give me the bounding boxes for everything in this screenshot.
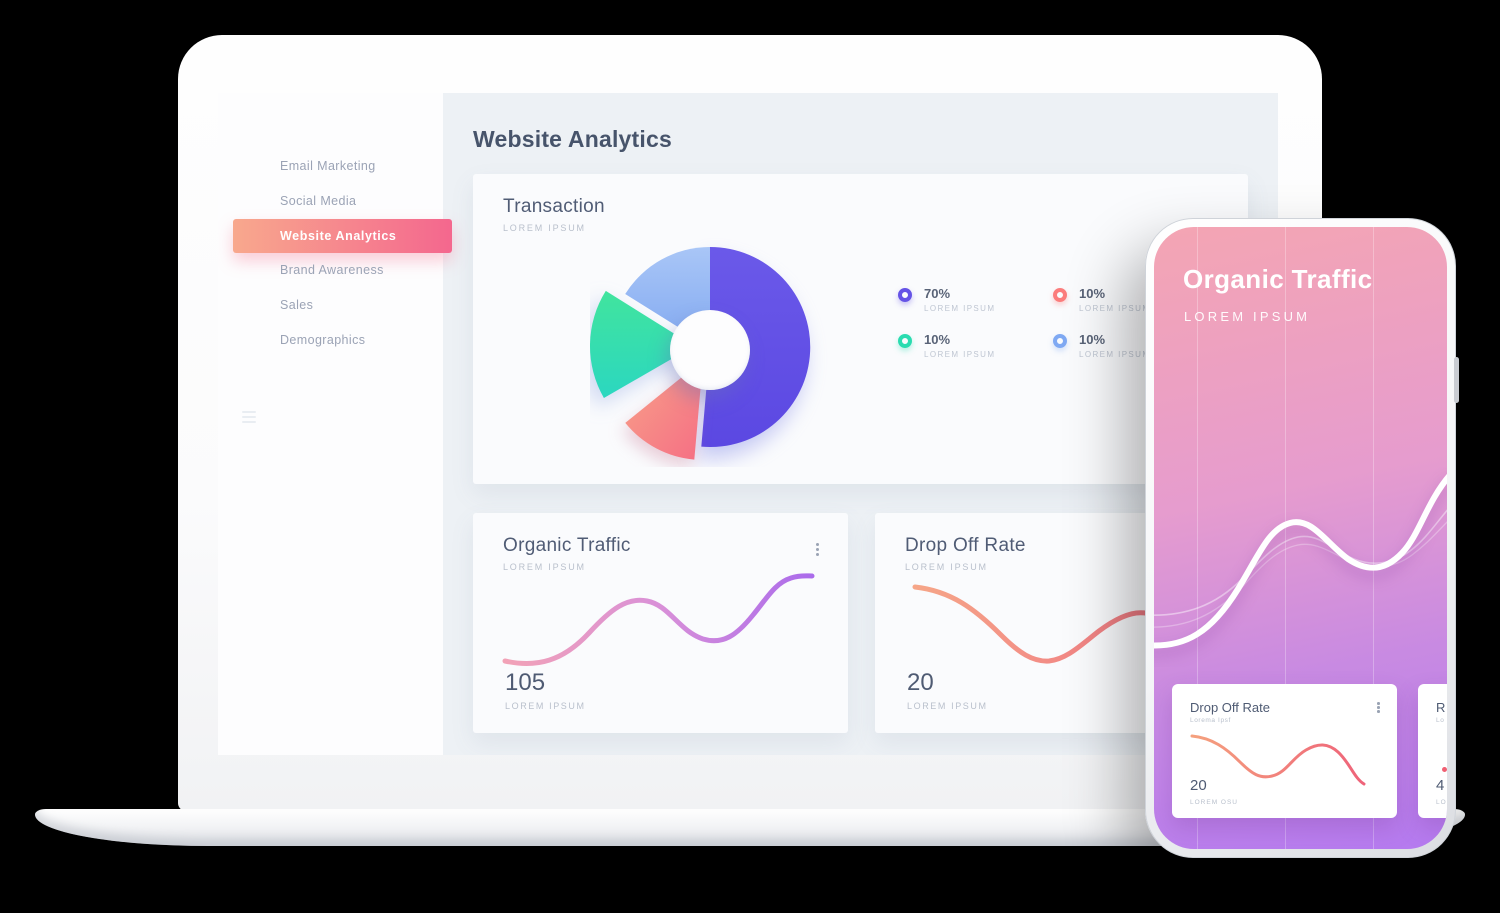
sidebar-item-brand-awareness[interactable]: Brand Awareness xyxy=(280,263,384,277)
sidebar-item-email-marketing[interactable]: Email Marketing xyxy=(280,159,376,173)
organic-value: 105 xyxy=(505,669,546,696)
sidebar-item-social-media[interactable]: Social Media xyxy=(280,194,357,208)
legend-label: LOREM IPSUM xyxy=(1079,350,1151,359)
phone-card-title: R xyxy=(1436,700,1446,715)
legend-label: LOREM IPSUM xyxy=(1079,304,1151,313)
sidebar-nav: Email Marketing Social Media Website Ana… xyxy=(218,149,452,358)
legend-ring-blue-icon xyxy=(1053,334,1067,348)
sidebar-item-website-analytics[interactable]: Website Analytics xyxy=(233,219,452,253)
phone-card-value: 4 xyxy=(1436,777,1445,794)
legend-item-10-teal: 10% LOREM IPSUM xyxy=(898,332,1053,359)
organic-title: Organic Traffic xyxy=(503,535,631,556)
legend-ring-red-icon xyxy=(1053,288,1067,302)
donut-hole xyxy=(670,310,750,390)
red-data-point-icon xyxy=(1442,767,1447,772)
phone-card-title: Drop Off Rate xyxy=(1190,700,1270,715)
transaction-title: Transaction xyxy=(503,196,605,217)
legend-label: LOREM IPSUM xyxy=(924,350,996,359)
hamburger-icon[interactable] xyxy=(242,411,256,426)
donut-slice-10-teal xyxy=(589,290,694,398)
dropoff-subtitle: LOREM IPSUM xyxy=(905,562,988,572)
phone-card-subtitle: Lorema Ipsf xyxy=(1190,717,1231,724)
phone-page-title: Organic Traffic xyxy=(1183,264,1373,294)
phone-card-value-label: LOREM OSU xyxy=(1190,799,1239,806)
phone-side-button xyxy=(1454,357,1459,403)
kebab-menu-icon[interactable] xyxy=(1377,702,1381,714)
phone-clipped-card: R Lo 4 LO xyxy=(1418,684,1447,818)
donut-slice-10-red xyxy=(625,360,703,460)
legend-item-70: 70% LOREM IPSUM xyxy=(898,286,1053,313)
phone-card-value-label: LO xyxy=(1436,799,1447,806)
phone-drop-off-sparkline xyxy=(1190,734,1366,786)
phone-card-subtitle: Lo xyxy=(1436,717,1445,724)
transaction-card: Transaction LOREM IPSUM xyxy=(473,174,1248,484)
legend-value: 10% xyxy=(924,332,951,347)
dropoff-value: 20 xyxy=(907,669,934,696)
legend-value: 70% xyxy=(924,286,951,301)
phone-screen: Organic Traffic LOREM IPSUM Drop Off Rat… xyxy=(1154,227,1447,849)
laptop-mockup: Email Marketing Social Media Website Ana… xyxy=(178,35,1322,811)
transaction-subtitle: LOREM IPSUM xyxy=(503,223,586,233)
legend-item-10-blue: 10% LOREM IPSUM xyxy=(1053,332,1223,359)
transaction-donut-chart xyxy=(589,227,830,467)
donut-legend: 70% LOREM IPSUM 10% LOREM IPSUM xyxy=(898,286,1223,359)
sidebar-item-demographics[interactable]: Demographics xyxy=(280,333,366,347)
dashboard-screen: Email Marketing Social Media Website Ana… xyxy=(218,93,1278,755)
donut-slice-70 xyxy=(701,246,811,447)
phone-card-value: 20 xyxy=(1190,777,1207,794)
phone-page-subtitle: LOREM IPSUM xyxy=(1184,309,1311,324)
dropoff-value-label: LOREM IPSUM xyxy=(907,701,988,711)
kebab-menu-icon[interactable] xyxy=(816,543,820,558)
organic-subtitle: LOREM IPSUM xyxy=(503,562,586,572)
sidebar-item-sales[interactable]: Sales xyxy=(280,298,314,312)
legend-ring-teal-icon xyxy=(898,334,912,348)
phone-mockup: Organic Traffic LOREM IPSUM Drop Off Rat… xyxy=(1145,218,1459,858)
phone-hero-wave-chart xyxy=(1154,473,1447,649)
sidebar: Email Marketing Social Media Website Ana… xyxy=(218,93,452,755)
organic-traffic-card: Organic Traffic LOREM IPSUM 105 LOREM IP… xyxy=(473,513,848,733)
dropoff-title: Drop Off Rate xyxy=(905,535,1026,556)
legend-item-10-red: 10% LOREM IPSUM xyxy=(1053,286,1223,313)
organic-value-label: LOREM IPSUM xyxy=(505,701,586,711)
legend-label: LOREM IPSUM xyxy=(924,304,996,313)
organic-traffic-sparkline xyxy=(502,573,815,666)
legend-value: 10% xyxy=(1079,286,1106,301)
legend-value: 10% xyxy=(1079,332,1106,347)
legend-ring-purple-icon xyxy=(898,288,912,302)
page-title: Website Analytics xyxy=(473,126,672,152)
phone-drop-off-rate-card: Drop Off Rate Lorema Ipsf 20 LOREM OSU xyxy=(1172,684,1397,818)
